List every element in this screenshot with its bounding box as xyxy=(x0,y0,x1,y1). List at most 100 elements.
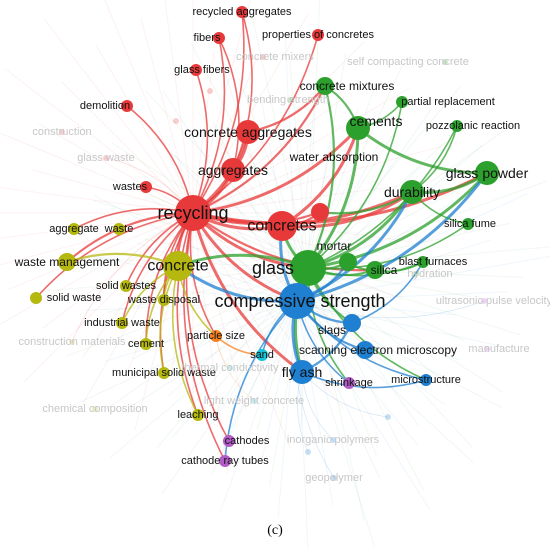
background-ray xyxy=(198,112,309,269)
label-ultrasonic-pulse-velocity: ultrasonic pulse velocity xyxy=(436,295,550,307)
label-glass-powder: glass powder xyxy=(446,165,529,181)
background-ray xyxy=(192,212,228,474)
node-reinforcement xyxy=(173,118,179,124)
node-hydration xyxy=(413,271,419,277)
node-glass-aggregates xyxy=(207,88,213,94)
edge-recycling-cathode-ray-tubes xyxy=(183,212,226,462)
label-mortar: mortar xyxy=(317,239,352,253)
node-concrete xyxy=(163,251,193,281)
node-manufacture xyxy=(484,346,490,352)
background-ray xyxy=(296,300,381,479)
node-light-weight-concrete xyxy=(251,398,257,404)
background-ray xyxy=(38,123,194,214)
node-waste-disposal xyxy=(158,294,170,306)
label-cathode-ray-tubes: cathode ray tubes xyxy=(181,455,269,467)
background-ray xyxy=(219,300,298,512)
background-ray xyxy=(104,0,194,214)
edge-glass-concrete-mixtures xyxy=(306,84,336,270)
background-ray xyxy=(192,185,399,214)
node-fibers xyxy=(213,32,225,44)
label-concrete-aggregates: concrete aggregates xyxy=(184,124,312,140)
node-cathodes xyxy=(223,435,235,447)
edge-compressive-strength-glass-powder xyxy=(295,171,489,303)
background-ray xyxy=(296,300,431,510)
node-fly-ash xyxy=(290,360,314,384)
background-ray xyxy=(307,53,347,269)
background-ray xyxy=(307,267,450,387)
node-concrete-aggregates xyxy=(236,120,260,144)
node-glass-powder xyxy=(475,161,499,185)
background-ray xyxy=(0,132,194,214)
edge-glass-partial-replacement xyxy=(307,101,403,269)
label-solid-wastes: solid wastes xyxy=(96,280,156,292)
label-properties-of-concretes: properties of concretes xyxy=(262,29,374,41)
node-aggregate xyxy=(68,223,80,235)
node-ultrasonic-pulse-velocity xyxy=(481,298,487,304)
node-concrete-mixers xyxy=(260,54,266,60)
background-ray xyxy=(0,212,194,266)
label-leaching: leaching xyxy=(178,409,219,421)
label-concrete-mixers: concrete mixers xyxy=(236,51,314,63)
node-compressive-strength xyxy=(279,283,315,319)
background-ray xyxy=(296,300,474,463)
label-concrete: concrete xyxy=(147,258,208,275)
background-ray xyxy=(307,116,405,269)
background-ray xyxy=(192,87,410,214)
label-hydration: hydration xyxy=(407,268,452,280)
label-cement: cement xyxy=(128,338,164,350)
edge-recycling-leaching xyxy=(176,212,199,416)
node-silica-fume xyxy=(462,218,474,230)
edge-aggregates-recycled-aggregates xyxy=(232,11,253,171)
edge-particle-size-light-weight-concrete xyxy=(215,335,255,402)
label-wastes: wastes xyxy=(112,181,148,193)
node-sand xyxy=(256,349,268,361)
background-ray xyxy=(95,258,309,269)
edge-glass-pozzolanic-reaction xyxy=(307,125,458,269)
background-ray xyxy=(192,51,215,214)
edge-recycling-cathodes xyxy=(185,212,230,442)
background-ray xyxy=(140,17,194,214)
label-fibers: fibers xyxy=(194,32,221,44)
background-ray xyxy=(296,300,457,316)
edge-slags-blast-furnaces xyxy=(351,261,424,324)
edge-recycling-fly-ash xyxy=(191,211,304,374)
background-ray xyxy=(42,212,194,329)
node-particle-size xyxy=(210,330,222,342)
background-ray xyxy=(192,145,443,214)
edge-glass-microstructure xyxy=(307,267,427,381)
label-glass: glass xyxy=(252,258,294,278)
label-inorganic-polymers: inorganic polymers xyxy=(287,434,380,446)
background-ray xyxy=(307,267,473,448)
background-ray xyxy=(296,300,459,361)
node-slags xyxy=(343,314,361,332)
background-ray xyxy=(192,54,259,214)
label-geopolymer: geopolymer xyxy=(305,472,363,484)
background-ray xyxy=(135,286,298,302)
node-waste xyxy=(113,223,125,235)
node-properties-of-concretes xyxy=(312,29,324,41)
label-water-absorption: water absorption xyxy=(289,150,379,164)
background-ray xyxy=(107,267,309,313)
label-cements: cements xyxy=(350,113,403,129)
background-ray xyxy=(4,68,194,214)
background-ray xyxy=(307,85,462,269)
background-ray xyxy=(32,169,194,214)
node-glass-waste xyxy=(103,155,109,161)
edge-glass-glass-powder xyxy=(306,171,489,270)
node-inorganic-polymers xyxy=(330,437,336,443)
background-ray xyxy=(22,212,194,384)
label-particle-size: particle size xyxy=(187,330,245,342)
background-ray xyxy=(0,212,194,326)
label-sand: sand xyxy=(250,349,274,361)
label-concrete-mixtures: concrete mixtures xyxy=(300,79,395,93)
node-pozzolanic-reaction xyxy=(451,120,463,132)
node-glass xyxy=(290,250,326,286)
label-silica-fume: silica fume xyxy=(444,218,496,230)
background-ray xyxy=(296,300,309,548)
background-ray xyxy=(162,90,298,302)
node-scanning-electron-microscopy xyxy=(356,341,374,359)
label-construction-materials: construction materials xyxy=(19,336,126,348)
edge-recycling-fibers xyxy=(192,37,226,214)
node-chemical-composition xyxy=(92,406,98,412)
